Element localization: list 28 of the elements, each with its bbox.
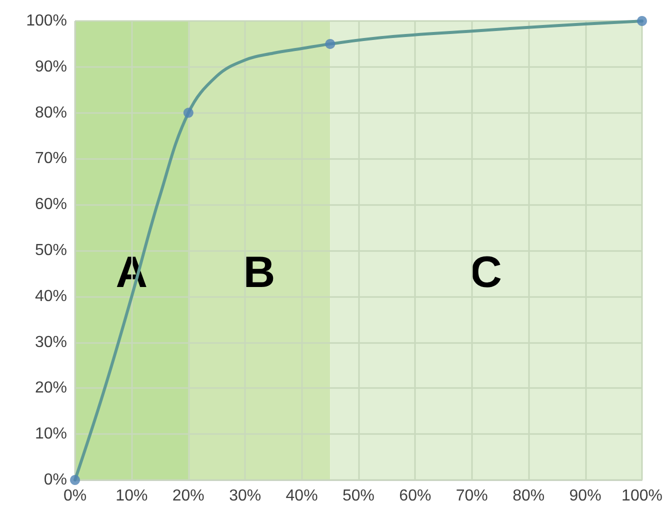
x-tick-label: 20%: [172, 488, 204, 504]
x-tick-label: 100%: [622, 488, 662, 504]
x-tick-label: 40%: [286, 488, 318, 504]
y-tick-label: 90%: [34, 58, 67, 76]
x-tick-label: 50%: [342, 488, 375, 504]
x-tick-label: 80%: [512, 488, 545, 504]
x-tick-label: 0%: [63, 488, 87, 504]
point: [325, 38, 336, 49]
point: [183, 108, 194, 118]
y-tick-label: 20%: [34, 380, 67, 397]
x-tick-label: 60%: [399, 488, 432, 504]
y-tick-label: 70%: [34, 150, 67, 168]
y-tick-label: 50%: [34, 242, 67, 259]
y-tick-label: 80%: [34, 104, 67, 122]
x-tick-label: 70%: [456, 488, 488, 504]
y-tick-label: 30%: [34, 334, 67, 351]
y-tick-label: 40%: [34, 288, 67, 305]
band-label: B: [243, 248, 276, 297]
x-tick-label: 90%: [569, 488, 602, 504]
y-tick-label: 0%: [44, 472, 67, 488]
x-tick-label: 10%: [116, 488, 148, 504]
point: [70, 475, 80, 485]
y-tick-label: 60%: [34, 196, 67, 214]
x-tick-label: 30%: [229, 488, 262, 504]
y-tick-label: 10%: [34, 426, 67, 443]
y-tick-label: 100%: [26, 12, 67, 30]
point: [637, 16, 647, 26]
band-label: C: [470, 248, 502, 297]
